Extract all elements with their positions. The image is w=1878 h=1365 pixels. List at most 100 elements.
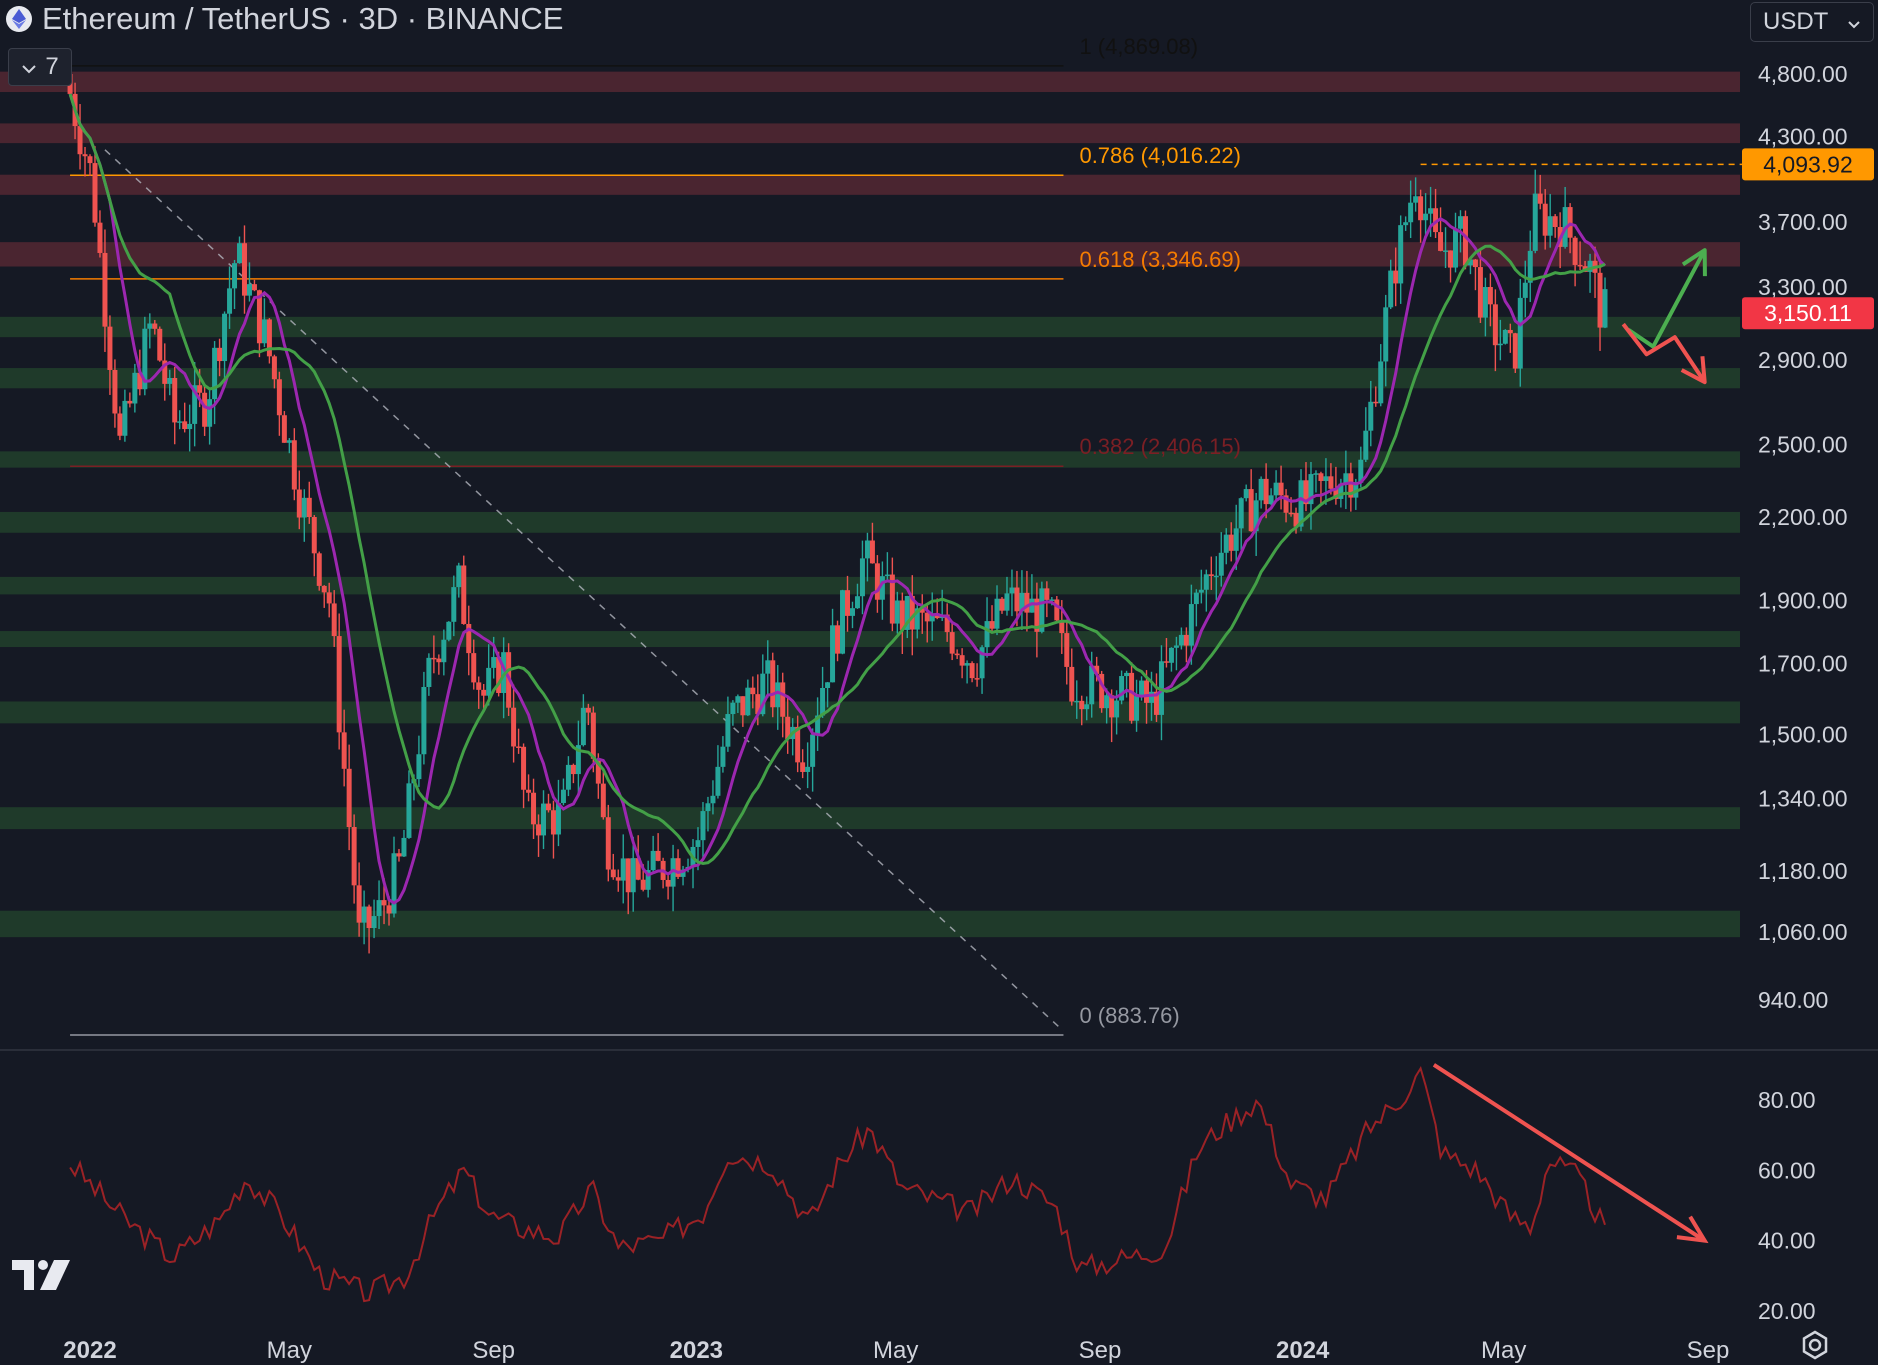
candle-body xyxy=(550,810,556,835)
candle-body xyxy=(1597,272,1603,328)
candle-body xyxy=(152,323,158,329)
candle-body xyxy=(835,625,841,654)
candle-body xyxy=(142,328,148,390)
candle-body xyxy=(187,423,193,430)
candle-body xyxy=(1079,700,1085,710)
candle-body xyxy=(830,625,836,683)
candle-body xyxy=(655,850,661,861)
support-zone xyxy=(0,511,1740,533)
fib-level-label: 0.618 (3,346.69) xyxy=(1079,247,1240,272)
candle-body xyxy=(625,858,631,893)
candle-body xyxy=(321,585,327,593)
candle-body xyxy=(1577,264,1583,267)
currency-selector[interactable]: USDT xyxy=(1750,2,1874,42)
candle-body xyxy=(695,840,701,847)
candle-body xyxy=(286,440,292,443)
candle-body xyxy=(600,783,606,818)
candle-body xyxy=(496,657,502,694)
candle-body xyxy=(1019,592,1025,612)
candle-body xyxy=(511,707,517,747)
candle-body xyxy=(326,592,332,604)
candle-body xyxy=(1004,593,1010,611)
candle-body xyxy=(1253,500,1259,532)
time-axis-label: May xyxy=(873,1337,918,1364)
candle-body xyxy=(237,243,243,264)
settings-gear-icon[interactable] xyxy=(1800,1330,1830,1360)
candle-body xyxy=(1512,333,1518,369)
support-zone xyxy=(0,316,1740,338)
symbol-title: Ethereum / TetherUS · 3D · BINANCE xyxy=(42,1,564,36)
candle-body xyxy=(1443,250,1449,252)
candle-body xyxy=(516,746,522,748)
candle-body xyxy=(366,906,372,929)
candle-body xyxy=(949,632,955,654)
candle-body xyxy=(1044,588,1050,600)
candle-body xyxy=(137,372,143,390)
bullish-scenario-arrow-line xyxy=(1627,249,1707,349)
candle-body xyxy=(132,372,138,404)
candle-body xyxy=(570,764,576,775)
indicators-collapse-button[interactable]: 7 xyxy=(8,48,72,86)
candle-body xyxy=(1293,513,1299,527)
symbol-header[interactable]: Ethereum / TetherUS · 3D · BINANCE xyxy=(6,0,563,38)
candle-body xyxy=(755,694,761,715)
candle-body xyxy=(291,440,297,490)
candle-body xyxy=(381,900,387,906)
candle-body xyxy=(1363,430,1369,460)
currency-label: USDT xyxy=(1763,8,1829,35)
candles xyxy=(67,59,1608,954)
candle-body xyxy=(710,795,716,804)
support-zone xyxy=(0,576,1740,595)
candle-body xyxy=(810,734,816,767)
candle-body xyxy=(984,621,990,648)
candle-body xyxy=(575,745,581,775)
candle-body xyxy=(436,658,442,663)
candle-body xyxy=(740,696,746,716)
resistance-zone xyxy=(0,71,1740,93)
bullish-scenario-arrow-head xyxy=(1681,248,1707,277)
candle-body xyxy=(1338,483,1344,499)
rsi-axis-label: 20.00 xyxy=(1758,1298,1816,1324)
candle-body xyxy=(884,574,890,577)
candle-body xyxy=(192,385,198,424)
candle-body xyxy=(1388,270,1394,308)
candle-body xyxy=(127,400,133,404)
candle-body xyxy=(929,613,935,622)
candle-body xyxy=(1393,270,1399,284)
candle-body xyxy=(541,803,547,836)
candle-body xyxy=(840,590,846,654)
rsi-axis-label: 40.00 xyxy=(1758,1228,1816,1254)
candle-body xyxy=(1218,552,1224,576)
price-axis-label: 2,200.00 xyxy=(1758,504,1848,530)
candle-body xyxy=(1587,260,1593,272)
candle-body xyxy=(536,824,542,836)
candle-body xyxy=(959,655,965,666)
rsi-axis-label: 80.00 xyxy=(1758,1087,1816,1113)
candle-body xyxy=(864,540,870,559)
candle-body xyxy=(92,163,98,223)
candle-body xyxy=(1552,216,1558,227)
support-zone xyxy=(0,807,1740,830)
resistance-zone xyxy=(0,123,1740,144)
candle-body xyxy=(1373,401,1379,404)
candle-body xyxy=(1452,228,1458,268)
candle-body xyxy=(919,608,925,613)
candle-body xyxy=(1034,598,1040,632)
chevron-down-icon xyxy=(21,53,37,81)
last-price-badge-bg xyxy=(1742,297,1874,330)
candle-body xyxy=(256,290,262,344)
candle-body xyxy=(1278,482,1284,496)
candle-body xyxy=(825,682,831,688)
candle-body xyxy=(1049,599,1055,601)
candle-body xyxy=(217,347,223,362)
price-axis-label: 4,800.00 xyxy=(1758,61,1848,87)
candle-body xyxy=(281,415,287,443)
candle-body xyxy=(854,596,860,609)
candle-body xyxy=(311,517,317,554)
candle-body xyxy=(725,714,731,747)
candle-body xyxy=(296,489,302,518)
candle-body xyxy=(1163,661,1169,663)
candle-body xyxy=(1178,634,1184,646)
